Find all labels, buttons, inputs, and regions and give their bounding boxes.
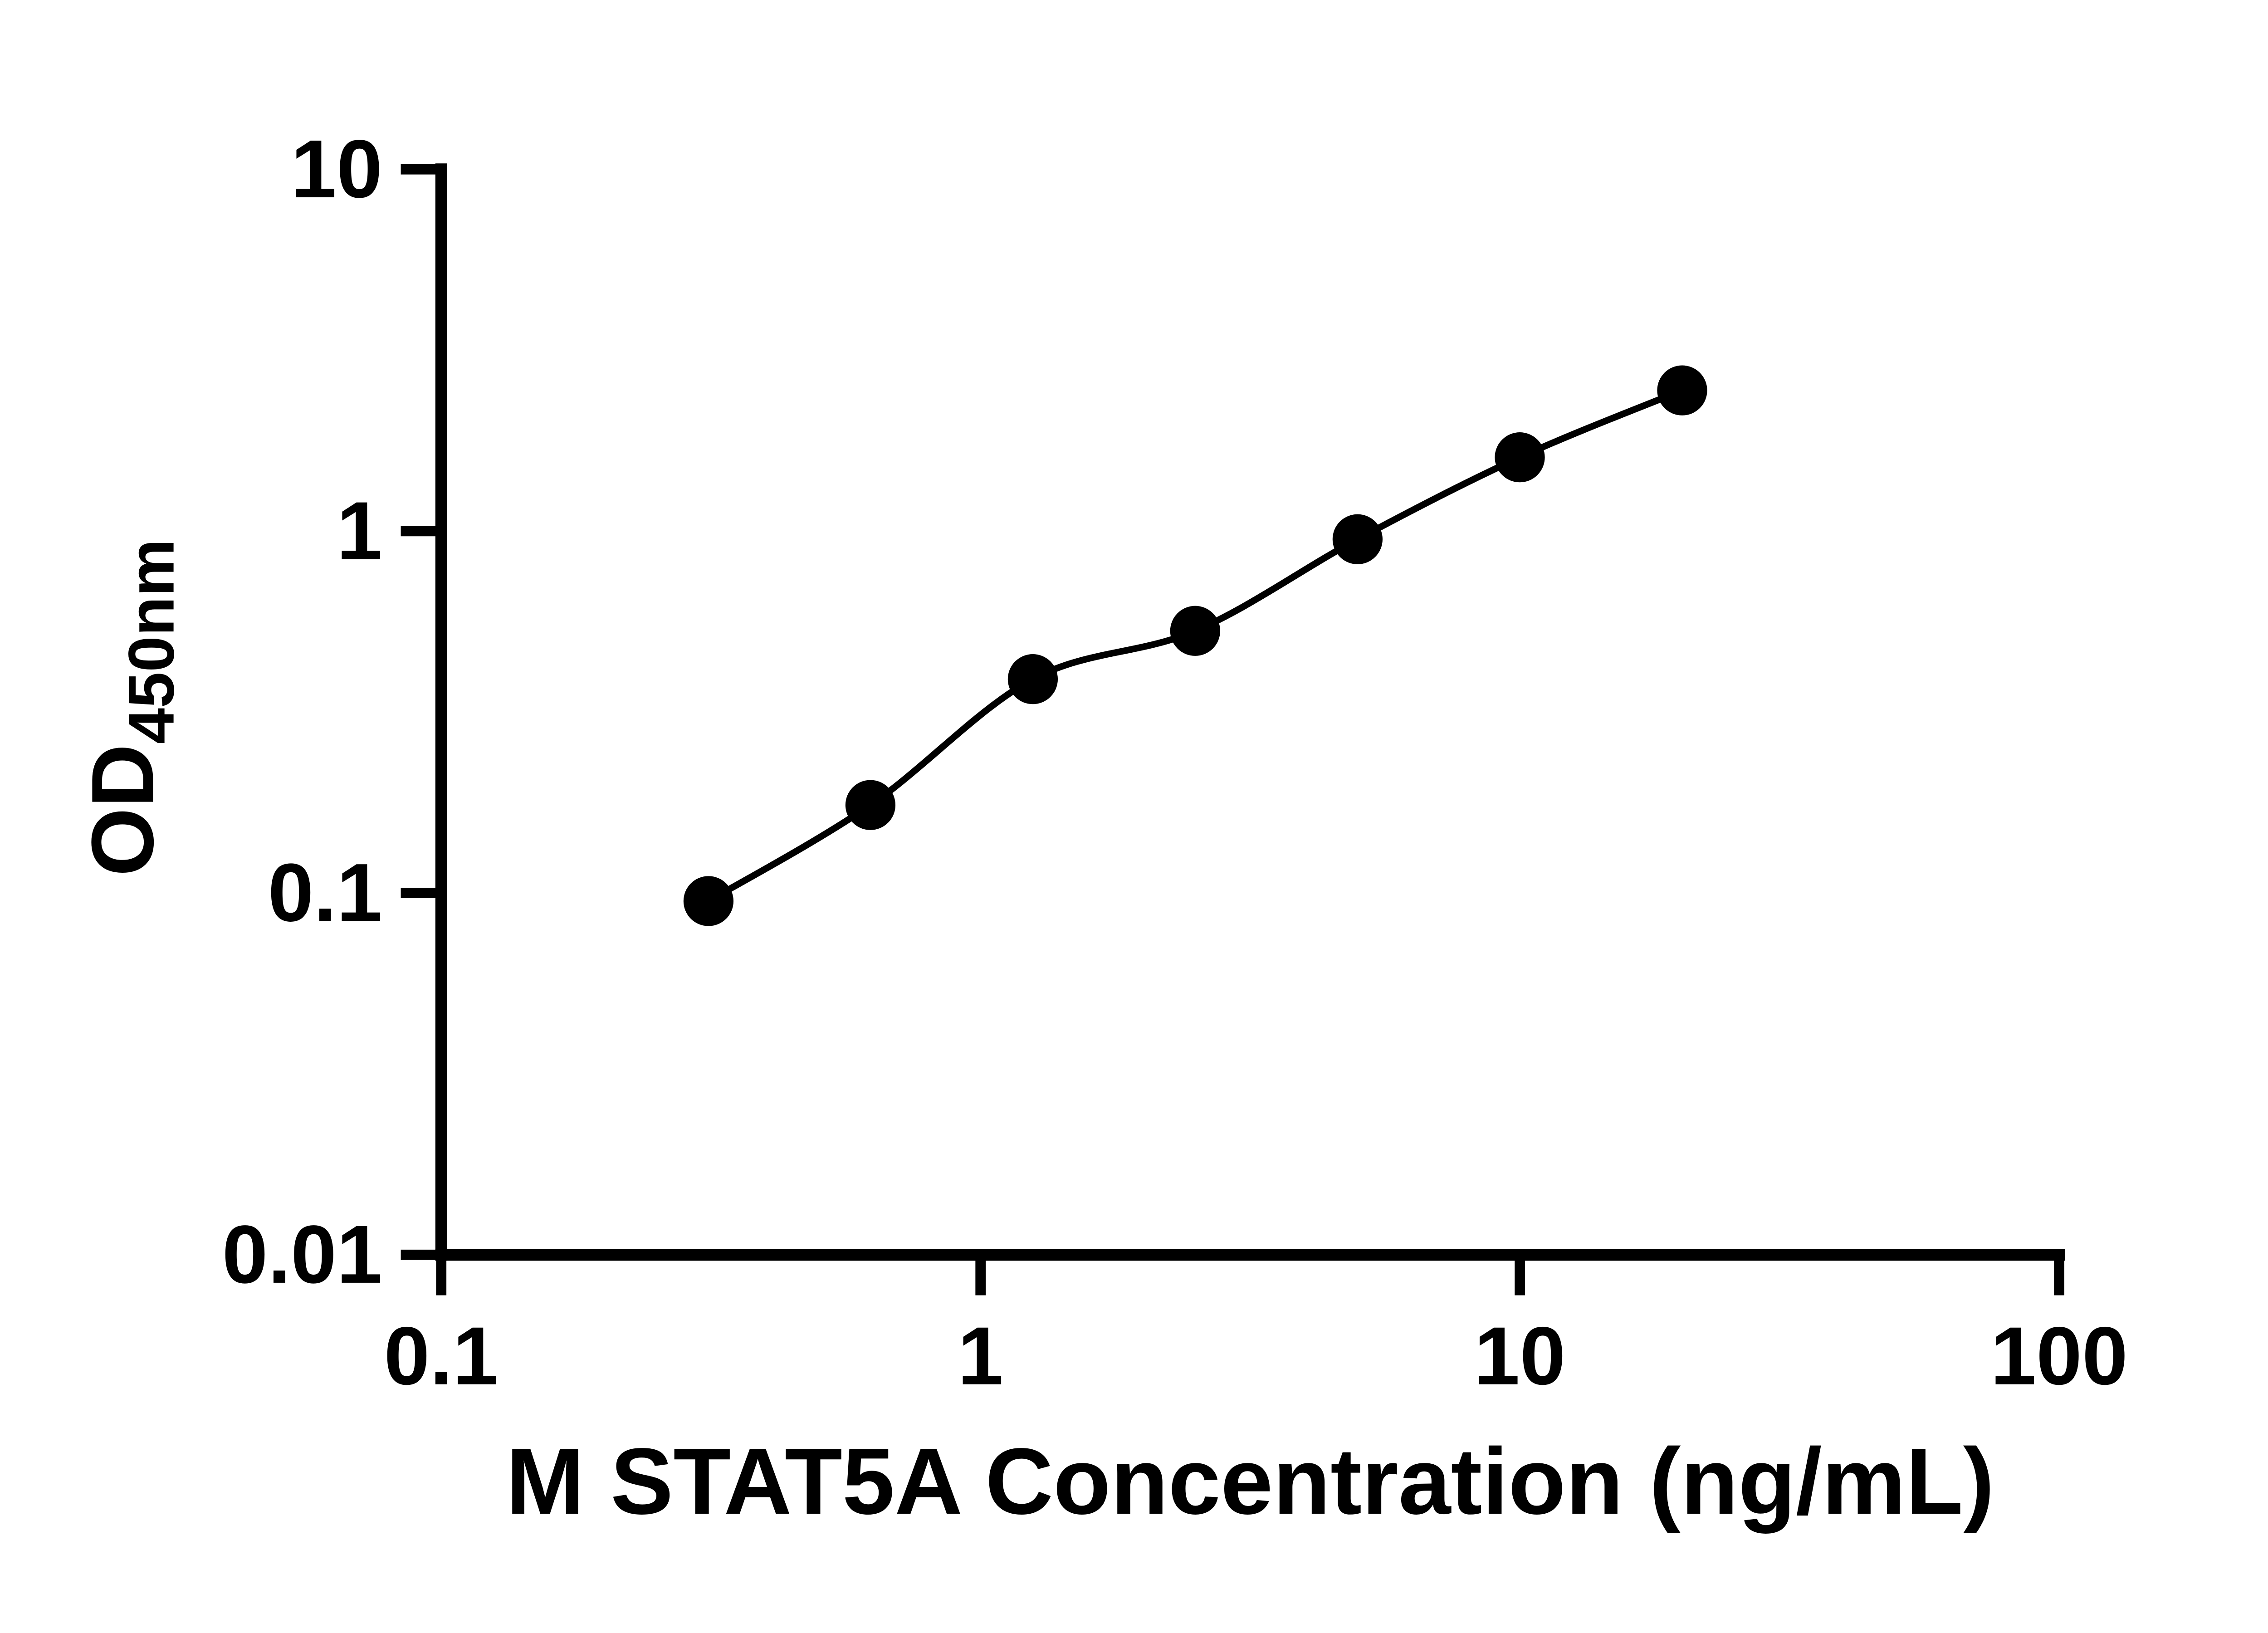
data-point-marker: [1170, 606, 1221, 656]
data-point-marker: [1332, 514, 1383, 564]
y-axis-title-subscript: 450nm: [116, 539, 188, 744]
x-axis-tick-label: 1: [958, 1310, 1003, 1402]
data-point-marker: [1007, 654, 1058, 704]
data-point-marker: [1495, 432, 1545, 483]
x-axis-tick-label: 10: [1474, 1310, 1566, 1402]
data-point-marker: [683, 876, 734, 926]
y-axis-tick-label: 0.01: [222, 1209, 382, 1301]
series-layer: [683, 365, 1707, 926]
data-point-marker: [845, 780, 896, 830]
y-axis-title: OD450nm: [73, 539, 187, 876]
data-point-marker: [1657, 365, 1707, 416]
y-axis-tick-label: 1: [337, 485, 382, 577]
y-axis-tick-label: 10: [291, 123, 382, 215]
x-axis-title: M STAT5A Concentration (ng/mL): [506, 1428, 1994, 1534]
x-axis-tick-label: 0.1: [384, 1310, 499, 1402]
y-axis-title-base: OD: [73, 744, 172, 876]
x-axis-tick-label: 100: [1990, 1310, 2128, 1402]
y-axis-tick-label: 0.1: [268, 847, 382, 939]
